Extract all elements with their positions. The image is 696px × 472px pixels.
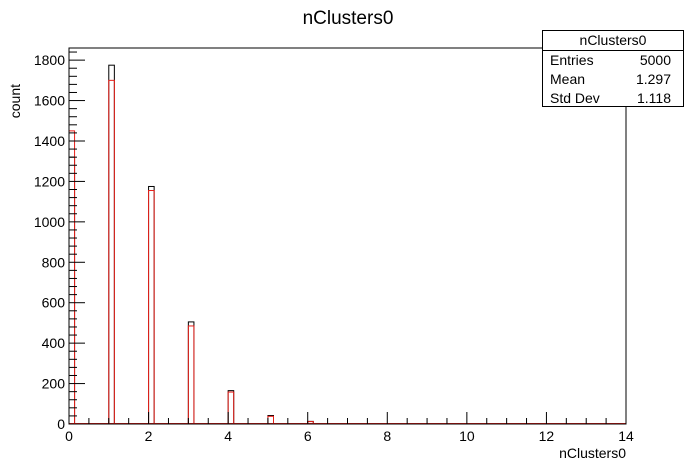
x-axis-label: nClusters0 [559, 445, 626, 461]
x-tick-label: 10 [459, 428, 475, 444]
stats-box: nClusters0 Entries 5000 Mean 1.297 Std D… [542, 30, 684, 107]
x-tick-label: 12 [539, 428, 555, 444]
x-tick-label: 6 [304, 428, 312, 444]
histogram-bar-series-2 [227, 391, 235, 425]
histogram-bar-series-2 [267, 415, 274, 425]
y-axis-label: count [7, 84, 23, 118]
stats-row-entries: Entries 5000 [543, 51, 683, 70]
stats-value: 5000 [639, 52, 671, 68]
y-tick-label: 200 [42, 376, 66, 392]
x-tick-label: 4 [224, 428, 232, 444]
stats-title: nClusters0 [543, 31, 683, 51]
y-tick-label: 1600 [34, 93, 65, 109]
y-tick-label: 1400 [34, 133, 65, 149]
y-tick-label: 1200 [34, 173, 65, 189]
histogram-bar-series-2 [68, 130, 76, 425]
stats-row-stddev: Std Dev 1.118 [543, 89, 683, 108]
histogram-bar-series-1 [108, 64, 115, 425]
chart-title: nClusters0 [303, 8, 394, 29]
stats-value: 1.118 [637, 90, 671, 106]
stats-label: Mean [550, 71, 586, 87]
y-tick-label: 600 [42, 295, 66, 311]
histogram-bar-series-1 [227, 390, 235, 425]
y-tick-label: 1000 [34, 214, 65, 230]
y-tick-label: 400 [42, 335, 66, 351]
histogram-bar-series-2 [187, 325, 195, 425]
y-tick-label: 0 [57, 416, 65, 432]
x-tick-label: 2 [145, 428, 153, 444]
x-tick-label: 14 [618, 428, 634, 444]
histogram-bar-series-2 [148, 190, 155, 425]
histogram-bar-series-1 [187, 321, 195, 425]
x-tick-label: 0 [65, 428, 73, 444]
y-tick-label: 1800 [34, 52, 65, 68]
histogram-bar-series-1 [148, 185, 155, 425]
stats-value: 1.297 [635, 71, 671, 87]
y-tick-label: 800 [42, 254, 66, 270]
stats-label: Entries [550, 52, 594, 68]
stats-label: Std Dev [550, 90, 600, 106]
histogram-bar-series-2 [108, 79, 115, 425]
stats-row-mean: Mean 1.297 [543, 70, 683, 89]
x-tick-label: 8 [383, 428, 391, 444]
